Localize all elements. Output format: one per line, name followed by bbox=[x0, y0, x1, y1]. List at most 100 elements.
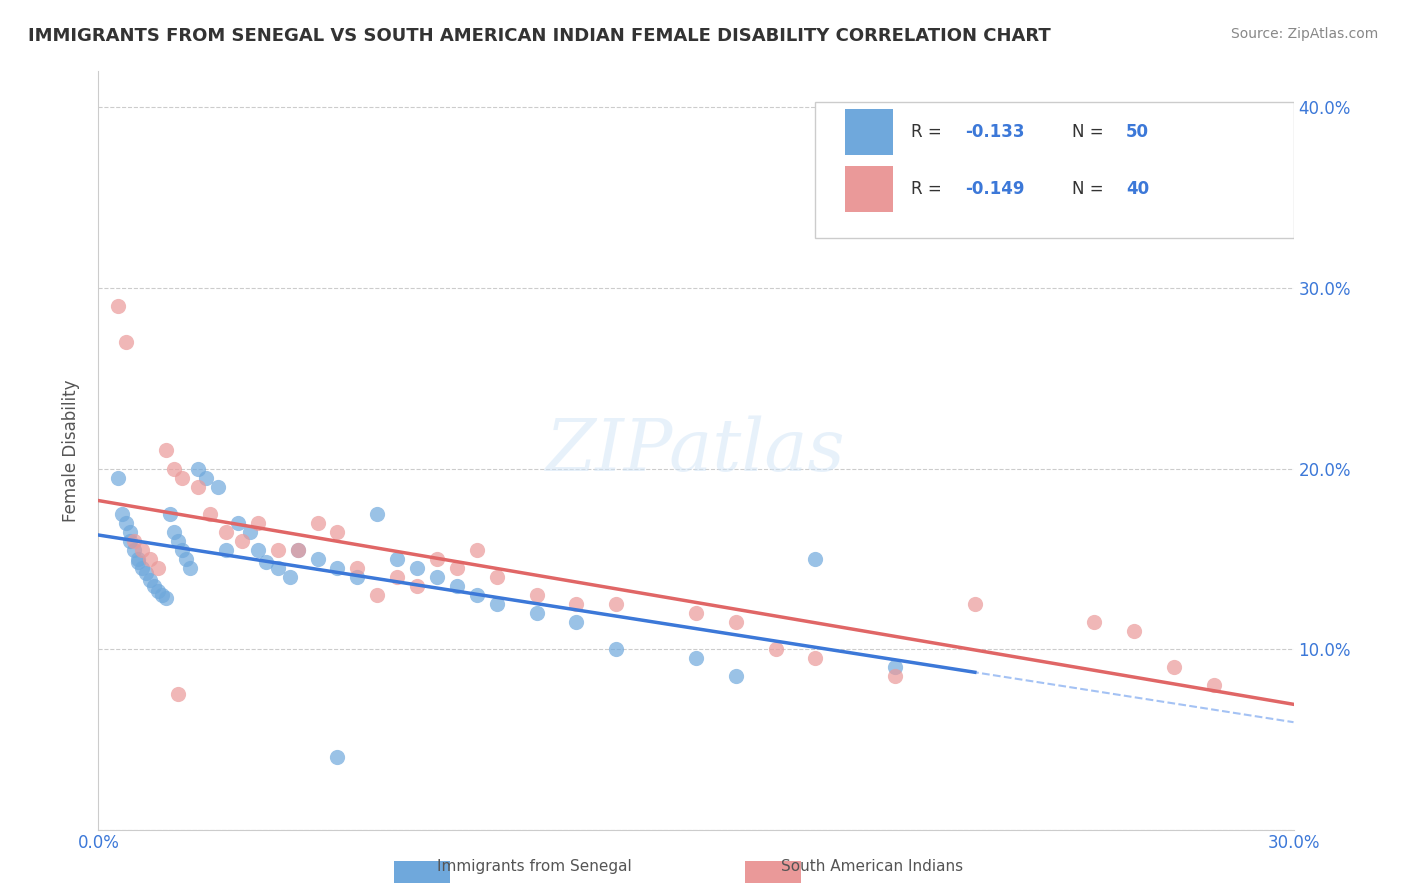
South American Indians bbox=[406, 579, 429, 593]
Immigrants from Senegal bbox=[724, 669, 747, 683]
Immigrants from Senegal bbox=[120, 533, 142, 548]
Text: -0.149: -0.149 bbox=[965, 180, 1025, 198]
Immigrants from Senegal bbox=[446, 579, 468, 593]
Immigrants from Senegal bbox=[143, 579, 166, 593]
South American Indians bbox=[198, 507, 221, 521]
Immigrants from Senegal bbox=[307, 551, 329, 566]
Immigrants from Senegal bbox=[131, 561, 153, 575]
Text: -0.133: -0.133 bbox=[965, 123, 1025, 141]
Immigrants from Senegal bbox=[565, 615, 588, 629]
South American Indians bbox=[366, 588, 388, 602]
South American Indians bbox=[765, 642, 787, 657]
Immigrants from Senegal bbox=[426, 570, 449, 584]
Bar bbox=[845, 166, 893, 211]
Text: IMMIGRANTS FROM SENEGAL VS SOUTH AMERICAN INDIAN FEMALE DISABILITY CORRELATION C: IMMIGRANTS FROM SENEGAL VS SOUTH AMERICA… bbox=[28, 27, 1050, 45]
Immigrants from Senegal bbox=[148, 584, 170, 599]
Immigrants from Senegal bbox=[605, 642, 627, 657]
Text: South American Indians: South American Indians bbox=[780, 859, 963, 874]
South American Indians bbox=[724, 615, 747, 629]
Immigrants from Senegal bbox=[179, 561, 201, 575]
Immigrants from Senegal bbox=[174, 551, 197, 566]
Immigrants from Senegal bbox=[163, 524, 186, 539]
South American Indians bbox=[446, 561, 468, 575]
Immigrants from Senegal bbox=[226, 516, 249, 530]
South American Indians bbox=[167, 687, 190, 701]
South American Indians bbox=[346, 561, 368, 575]
Immigrants from Senegal bbox=[215, 542, 238, 557]
Immigrants from Senegal bbox=[406, 561, 429, 575]
South American Indians bbox=[172, 470, 194, 484]
Immigrants from Senegal bbox=[239, 524, 262, 539]
Immigrants from Senegal bbox=[172, 542, 194, 557]
Immigrants from Senegal bbox=[804, 551, 827, 566]
Immigrants from Senegal bbox=[150, 588, 173, 602]
Immigrants from Senegal bbox=[127, 555, 149, 569]
Text: N =: N = bbox=[1073, 123, 1109, 141]
Immigrants from Senegal bbox=[278, 570, 301, 584]
South American Indians bbox=[187, 479, 209, 493]
Immigrants from Senegal bbox=[127, 551, 149, 566]
Immigrants from Senegal bbox=[120, 524, 142, 539]
Immigrants from Senegal bbox=[135, 566, 157, 581]
Text: N =: N = bbox=[1073, 180, 1109, 198]
South American Indians bbox=[246, 516, 269, 530]
South American Indians bbox=[804, 651, 827, 665]
Immigrants from Senegal bbox=[246, 542, 269, 557]
Y-axis label: Female Disability: Female Disability bbox=[62, 379, 80, 522]
South American Indians bbox=[963, 597, 986, 611]
Immigrants from Senegal bbox=[685, 651, 707, 665]
Immigrants from Senegal bbox=[326, 750, 349, 764]
Text: Source: ZipAtlas.com: Source: ZipAtlas.com bbox=[1230, 27, 1378, 41]
Immigrants from Senegal bbox=[254, 555, 277, 569]
South American Indians bbox=[148, 561, 170, 575]
South American Indians bbox=[139, 551, 162, 566]
South American Indians bbox=[124, 533, 146, 548]
South American Indians bbox=[287, 542, 309, 557]
Immigrants from Senegal bbox=[485, 597, 508, 611]
Immigrants from Senegal bbox=[124, 542, 146, 557]
Text: R =: R = bbox=[911, 123, 948, 141]
Immigrants from Senegal bbox=[207, 479, 229, 493]
South American Indians bbox=[163, 461, 186, 475]
South American Indians bbox=[526, 588, 548, 602]
Text: Immigrants from Senegal: Immigrants from Senegal bbox=[437, 859, 631, 874]
Immigrants from Senegal bbox=[385, 551, 409, 566]
South American Indians bbox=[565, 597, 588, 611]
South American Indians bbox=[465, 542, 488, 557]
Text: R =: R = bbox=[911, 180, 948, 198]
Immigrants from Senegal bbox=[326, 561, 349, 575]
Immigrants from Senegal bbox=[287, 542, 309, 557]
South American Indians bbox=[267, 542, 290, 557]
Immigrants from Senegal bbox=[465, 588, 488, 602]
Immigrants from Senegal bbox=[107, 470, 129, 484]
South American Indians bbox=[115, 335, 138, 350]
Immigrants from Senegal bbox=[167, 533, 190, 548]
South American Indians bbox=[385, 570, 409, 584]
South American Indians bbox=[605, 597, 627, 611]
South American Indians bbox=[107, 299, 129, 313]
Text: 40: 40 bbox=[1126, 180, 1149, 198]
Immigrants from Senegal bbox=[526, 606, 548, 620]
Immigrants from Senegal bbox=[884, 660, 907, 674]
South American Indians bbox=[131, 542, 153, 557]
Immigrants from Senegal bbox=[346, 570, 368, 584]
Text: ZIPatlas: ZIPatlas bbox=[546, 415, 846, 486]
FancyBboxPatch shape bbox=[815, 102, 1294, 238]
Immigrants from Senegal bbox=[195, 470, 218, 484]
South American Indians bbox=[1083, 615, 1105, 629]
Immigrants from Senegal bbox=[366, 507, 388, 521]
Immigrants from Senegal bbox=[267, 561, 290, 575]
South American Indians bbox=[326, 524, 349, 539]
South American Indians bbox=[307, 516, 329, 530]
South American Indians bbox=[1123, 624, 1146, 638]
Immigrants from Senegal bbox=[139, 574, 162, 588]
Immigrants from Senegal bbox=[187, 461, 209, 475]
South American Indians bbox=[231, 533, 253, 548]
South American Indians bbox=[884, 669, 907, 683]
South American Indians bbox=[1163, 660, 1185, 674]
Text: 50: 50 bbox=[1126, 123, 1149, 141]
South American Indians bbox=[1202, 678, 1225, 692]
Immigrants from Senegal bbox=[155, 591, 177, 606]
Immigrants from Senegal bbox=[159, 507, 181, 521]
South American Indians bbox=[155, 443, 177, 458]
